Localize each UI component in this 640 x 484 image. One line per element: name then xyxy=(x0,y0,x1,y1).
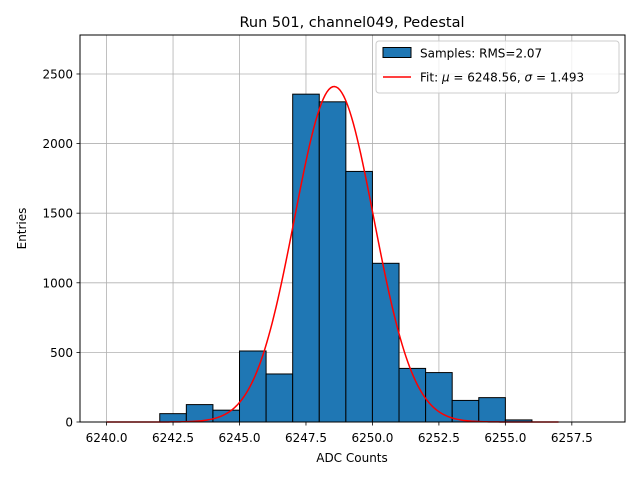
y-axis-label: Entries xyxy=(15,208,29,250)
x-axis-ticks: 6240.0 6242.5 6245.0 6247.5 6250.0 6252.5 6255… xyxy=(86,422,593,445)
x-tick-label: 6252.5 xyxy=(418,431,460,445)
legend-histogram-swatch xyxy=(382,47,412,58)
x-tick-label: 6255.0 xyxy=(484,431,526,445)
histogram-bars xyxy=(159,93,533,423)
y-tick-label: 2500 xyxy=(42,67,73,81)
x-tick-label: 6245.0 xyxy=(219,431,261,445)
histogram-bar xyxy=(478,397,506,423)
x-tick-label: 6242.5 xyxy=(152,431,194,445)
x-tick-label: 6240.0 xyxy=(86,431,128,445)
legend-histogram-label: Samples: RMS=2.07 xyxy=(420,47,542,61)
x-tick-label: 6250.0 xyxy=(351,431,393,445)
y-tick-label: 0 xyxy=(65,416,73,430)
x-tick-label: 6257.5 xyxy=(551,431,593,445)
legend-fit-label: Fit: μ = 6248.56, σ = 1.493 xyxy=(420,71,584,85)
y-axis-ticks: 0 500 1000 1500 2000 2500 xyxy=(42,67,80,430)
y-tick-label: 500 xyxy=(50,346,73,360)
histogram-bar xyxy=(318,101,347,423)
histogram-bar xyxy=(371,262,400,423)
x-tick-label: 6247.5 xyxy=(285,431,327,445)
histogram-bar xyxy=(159,413,187,423)
plot-frame xyxy=(79,34,626,423)
histogram-bar xyxy=(398,367,427,423)
y-tick-label: 2000 xyxy=(42,137,73,151)
x-axis-label: ADC Counts xyxy=(316,451,388,465)
legend: Samples: RMS=2.07 Fit: μ = 6248.56, σ = … xyxy=(375,40,620,94)
y-tick-label: 1500 xyxy=(42,207,73,221)
histogram-bar xyxy=(265,373,294,423)
histogram-bar xyxy=(425,372,453,423)
histogram-bar xyxy=(212,409,241,423)
y-tick-label: 1000 xyxy=(42,276,73,290)
histogram-bar xyxy=(292,93,320,423)
histogram-bar xyxy=(239,350,267,423)
histogram-bar xyxy=(345,170,373,423)
legend-box xyxy=(375,40,620,94)
chart-title: Run 501, channel049, Pedestal xyxy=(239,15,464,31)
